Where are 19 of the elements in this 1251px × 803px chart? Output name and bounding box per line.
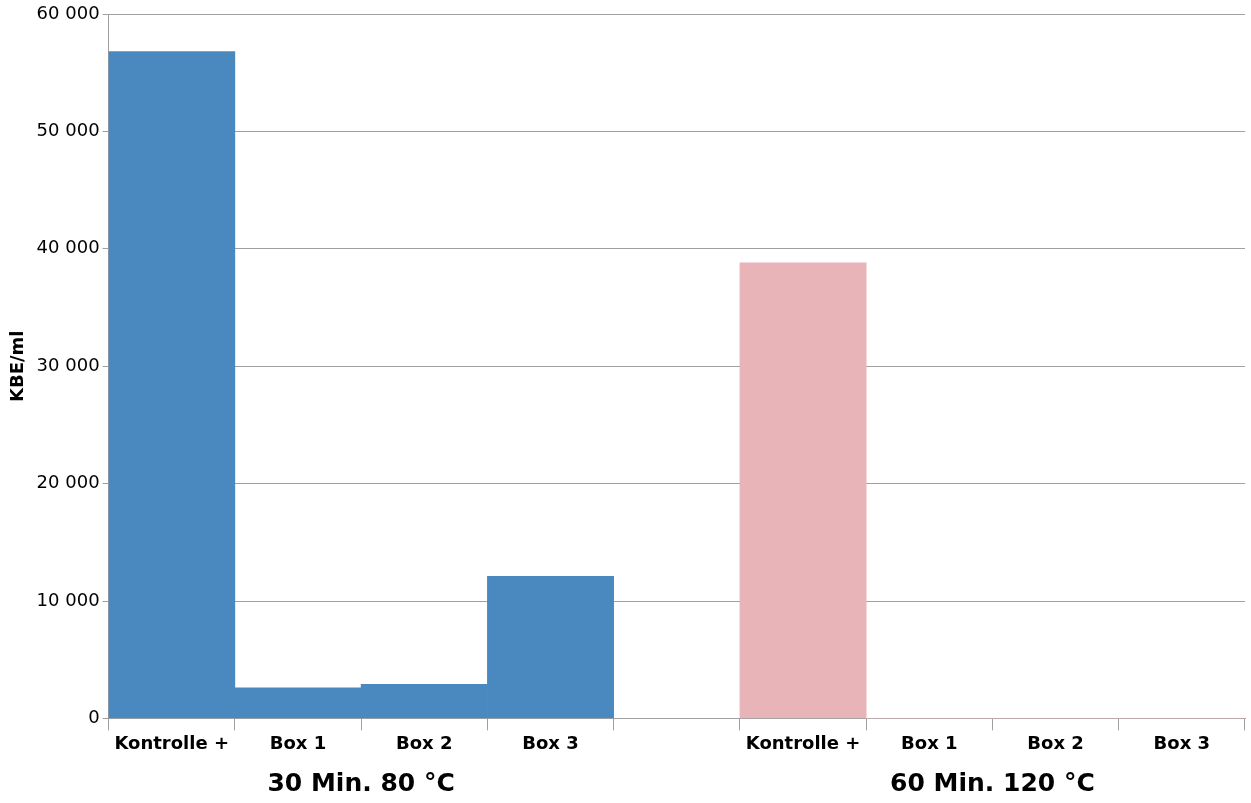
x-tick-label: Box 3 [522, 731, 579, 753]
x-tick-label: Kontrolle + [114, 731, 229, 753]
y-axis-title: KBE/ml [6, 330, 28, 402]
x-tick-label: Box 2 [1027, 731, 1084, 753]
y-tick-label: 50 000 [36, 119, 100, 141]
x-tick-label: Box 2 [396, 731, 453, 753]
y-tick-label: 0 [88, 706, 100, 728]
bar [739, 262, 867, 719]
y-tick-label: 40 000 [36, 236, 100, 258]
y-tick-label: 60 000 [36, 1, 100, 23]
text: 30 Min. 80 °C [267, 767, 455, 797]
y-tick-label: 10 000 [36, 588, 100, 610]
x-tick-label: Box 1 [901, 731, 958, 753]
x-tick-label: Kontrolle + [745, 731, 861, 753]
x-tick-label: Box 3 [1153, 731, 1211, 753]
text: 60 Min. 120 °C [890, 767, 1095, 797]
x-tick-label: Box 1 [269, 731, 327, 753]
y-tick-label: 30 000 [36, 353, 100, 375]
y-tick-label: 20 000 [36, 471, 100, 493]
